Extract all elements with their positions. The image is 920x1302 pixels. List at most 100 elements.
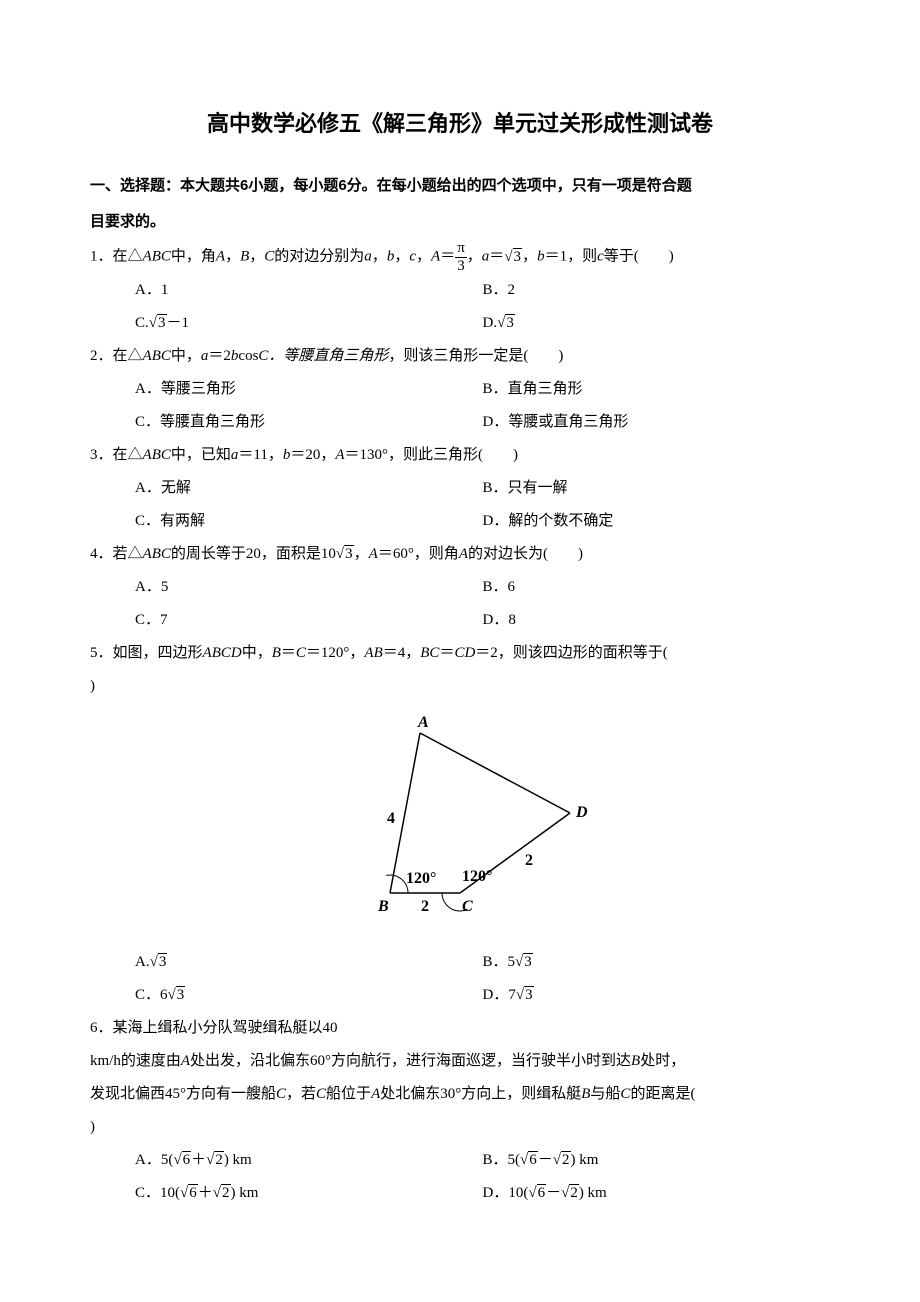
q1-frac-num: π bbox=[455, 240, 467, 258]
question-1: 1．在△ABC中，角A，B，C的对边分别为a，b，c，A＝π3，a＝3，b＝1，… bbox=[90, 240, 830, 274]
q6-num: 6． bbox=[90, 1020, 113, 1036]
q2-optA: A．等腰三角形 bbox=[135, 373, 483, 406]
q5-abcd: ABCD bbox=[203, 645, 242, 661]
q5-optA: A.3 bbox=[135, 946, 483, 979]
q1-C: C bbox=[264, 249, 274, 265]
q5-oB-pre: B．5 bbox=[483, 954, 516, 970]
q5-oA-sqrt: 3 bbox=[150, 946, 168, 979]
q5-v: ＝120°， bbox=[306, 645, 365, 661]
q5-ab: ＝4， bbox=[383, 645, 421, 661]
q4-options: A．5 B．6 C．7 D．8 bbox=[90, 571, 830, 637]
q2-abc: ABC bbox=[143, 348, 171, 364]
q6-oA-r1: 6 bbox=[182, 1151, 192, 1168]
q4-tail: 的对边长为( ) bbox=[468, 546, 583, 562]
q6-optB: B．5(6－2) km bbox=[483, 1144, 831, 1177]
q3-A: A bbox=[335, 447, 344, 463]
q5-eq: ＝ bbox=[281, 645, 296, 661]
q5-oB-sqrt: 3 bbox=[515, 946, 533, 979]
q1-abc: ABC bbox=[143, 249, 171, 265]
q1-A: A bbox=[216, 249, 225, 265]
q6-oC-r1: 6 bbox=[188, 1184, 198, 1201]
quadrilateral-diagram: ABCD422120°120° bbox=[310, 713, 610, 923]
q2-cos: cos bbox=[238, 348, 258, 364]
q6-A: A bbox=[181, 1053, 190, 1069]
q1-num: 1． bbox=[90, 249, 113, 265]
q6-optC: C．10(6＋2) km bbox=[135, 1177, 483, 1210]
q5-diagram: ABCD422120°120° bbox=[90, 713, 830, 936]
q1-t1: 在△ bbox=[113, 249, 143, 265]
q4-mid: 的周长等于20，面积是10 bbox=[171, 546, 336, 562]
q2-eq: ＝2 bbox=[208, 348, 231, 364]
q1-optD-sqrt: 3 bbox=[497, 307, 515, 340]
q6-C: C bbox=[276, 1086, 286, 1102]
q6-oA-s1: 6 bbox=[173, 1144, 191, 1177]
q5-pre: 如图，四边形 bbox=[113, 645, 203, 661]
q6-oB-post: ) km bbox=[571, 1152, 599, 1168]
q3-Av: ＝130°，则此三角形( ) bbox=[345, 447, 519, 463]
q6-B: B bbox=[631, 1053, 640, 1069]
q1-optD: D. 3 bbox=[483, 307, 831, 340]
question-3: 3．在△ABC中，已知a＝11，b＝20，A＝130°，则此三角形( ) bbox=[90, 439, 830, 472]
q3-bv: ＝20， bbox=[290, 447, 335, 463]
q3-num: 3． bbox=[90, 447, 113, 463]
q4-optB: B．6 bbox=[483, 571, 831, 604]
q5-C: C bbox=[296, 645, 306, 661]
q4-sqrt: 3 bbox=[336, 538, 354, 571]
q5-optD: D．7 3 bbox=[483, 979, 831, 1012]
q3-optD: D．解的个数不确定 bbox=[483, 505, 831, 538]
q6-l3post: 的距离是( bbox=[630, 1086, 695, 1102]
q1-a: a bbox=[364, 249, 372, 265]
question-4: 4．若△ABC的周长等于20，面积是103，A＝60°，则角A的对边长为( ) bbox=[90, 538, 830, 571]
q4-A: A bbox=[369, 546, 378, 562]
q1-b: b bbox=[387, 249, 395, 265]
q6-oD-minus: － bbox=[546, 1185, 561, 1201]
q1-optD-rad: 3 bbox=[505, 314, 515, 331]
q2-num: 2． bbox=[90, 348, 113, 364]
q1-frac-den: 3 bbox=[455, 258, 467, 275]
q6-C3: C bbox=[620, 1086, 630, 1102]
q1-optC-sqrt: 3 bbox=[149, 307, 167, 340]
q4-abc: ABC bbox=[143, 546, 171, 562]
q5-oD-sqrt: 3 bbox=[516, 979, 534, 1012]
q5-CD: CD bbox=[454, 645, 475, 661]
q5-optC: C．63 bbox=[135, 979, 483, 1012]
q6-l2pre: km/h的速度由 bbox=[90, 1053, 181, 1069]
q5-optB: B．53 bbox=[483, 946, 831, 979]
q1-optB: B．2 bbox=[483, 274, 831, 307]
q1-beq: b bbox=[537, 249, 545, 265]
q6-C2: C bbox=[316, 1086, 326, 1102]
q4-optA: A．5 bbox=[135, 571, 483, 604]
question-5: 5．如图，四边形ABCD中，B＝C＝120°，AB＝4，BC＝CD＝2，则该四边… bbox=[90, 637, 830, 703]
q5-oD-pre: D．7 bbox=[483, 987, 516, 1003]
q5-num: 5． bbox=[90, 645, 113, 661]
q4-optD: D．8 bbox=[483, 604, 831, 637]
q5-oC-sqrt: 3 bbox=[168, 979, 186, 1012]
q1-optA: A．1 bbox=[135, 274, 483, 307]
q6-oB-pre: B．5( bbox=[483, 1152, 521, 1168]
q2-optB: B．直角三角形 bbox=[483, 373, 831, 406]
q1-Aeq: A bbox=[431, 249, 440, 265]
q1-t3: 的对边分别为 bbox=[274, 249, 364, 265]
q1-optD-pre: D. bbox=[483, 315, 498, 331]
q5-mid: 中， bbox=[242, 645, 272, 661]
q6-close: ) bbox=[90, 1119, 95, 1135]
q6-oB-r1: 6 bbox=[528, 1151, 538, 1168]
q6-l1: 某海上缉私小分队驾驶缉私艇以40 bbox=[113, 1020, 338, 1036]
svg-text:4: 4 bbox=[387, 810, 395, 827]
svg-text:120°: 120° bbox=[406, 870, 436, 887]
q4-Av: ＝60°，则角 bbox=[378, 546, 459, 562]
q1-sqrt-a: 3 bbox=[504, 241, 522, 274]
q2-tail: ，则该三角形一定是( ) bbox=[388, 348, 563, 364]
page-title: 高中数学必修五《解三角形》单元过关形成性测试卷 bbox=[90, 100, 830, 148]
q6-oC-plus: ＋ bbox=[198, 1185, 213, 1201]
q1-sqrt-a-rad: 3 bbox=[513, 248, 523, 265]
q6-oA-pre: A．5( bbox=[135, 1152, 173, 1168]
q1-B: B bbox=[240, 249, 249, 265]
q6-oC-s2: 2 bbox=[213, 1177, 231, 1210]
q6-l3mid4: 与船 bbox=[590, 1086, 620, 1102]
q5-oD-rad: 3 bbox=[524, 986, 534, 1003]
svg-text:D: D bbox=[575, 804, 588, 821]
q1-eq: ＝ bbox=[440, 249, 455, 265]
q1-t2: 中，角 bbox=[171, 249, 216, 265]
q6-oD-r1: 6 bbox=[537, 1184, 547, 1201]
